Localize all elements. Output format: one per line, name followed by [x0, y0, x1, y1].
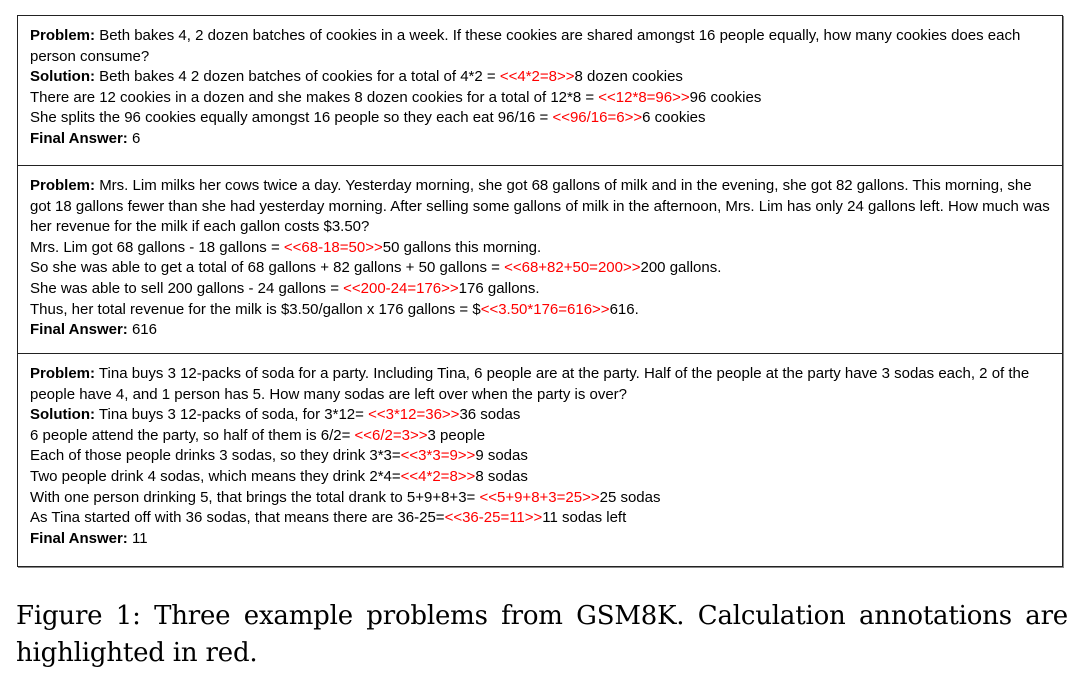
calc-annotation: <<5+9+8+3=25>>: [479, 488, 600, 506]
step-result: 36 sodas: [459, 406, 521, 424]
calc-annotation: <<4*2=8>>: [499, 68, 575, 86]
solution-step: Solution: Beth bakes 4 2 dozen batches o…: [30, 67, 1050, 88]
step-result: 6 cookies: [642, 109, 706, 127]
final-answer-value: 11: [131, 529, 148, 547]
solution-step: She was able to sell 200 gallons - 24 ga…: [30, 279, 1050, 300]
problem-label: Problem:: [30, 365, 96, 382]
step-text: Mrs. Lim got 68 gallons - 18 gallons =: [30, 238, 284, 256]
step-result: 9 sodas: [475, 447, 528, 465]
calc-annotation: <<3*3=9>>: [400, 447, 476, 465]
step-result: 176 gallons.: [458, 279, 540, 297]
calc-annotation: <<36-25=11>>: [444, 509, 543, 527]
step-result: 50 gallons this morning.: [382, 238, 542, 256]
step-text: She was able to sell 200 gallons - 24 ga…: [30, 279, 344, 297]
calc-annotation: <<200-24=176>>: [343, 279, 459, 297]
step-text: She splits the 96 cookies equally amongs…: [30, 109, 553, 127]
step-text: So she was able to get a total of 68 gal…: [30, 259, 505, 277]
problem-text: Beth bakes 4, 2 dozen batches of cookies…: [30, 27, 1021, 65]
final-answer-label: Final Answer:: [30, 529, 128, 547]
example-cookies: Problem: Beth bakes 4, 2 dozen batches o…: [18, 16, 1062, 165]
calc-annotation: <<68-18=50>>: [283, 238, 383, 256]
step-text: As Tina started off with 36 sodas, that …: [30, 509, 445, 527]
final-answer-value: 616: [131, 321, 157, 339]
step-text: Tina buys 3 12-packs of soda, for 3*12=: [98, 406, 369, 424]
figure-examples-box: Problem: Beth bakes 4, 2 dozen batches o…: [17, 15, 1063, 567]
problem-statement: Problem: Beth bakes 4, 2 dozen batches o…: [30, 26, 1050, 67]
example-soda: Problem: Tina buys 3 12-packs of soda fo…: [18, 353, 1062, 566]
solution-step: Each of those people drinks 3 sodas, so …: [30, 446, 1050, 467]
solution-label: Solution:: [30, 68, 95, 86]
solution-step: She splits the 96 cookies equally amongs…: [30, 108, 1050, 129]
solution-step: 6 people attend the party, so half of th…: [30, 426, 1050, 447]
solution-step: Solution: Tina buys 3 12-packs of soda, …: [30, 405, 1050, 426]
calc-annotation: <<3*12=36>>: [368, 406, 460, 424]
step-text: Two people drink 4 sodas, which means th…: [30, 467, 401, 485]
step-text: 6 people attend the party, so half of th…: [30, 426, 355, 444]
solution-step: So she was able to get a total of 68 gal…: [30, 258, 1050, 279]
calc-annotation: <<96/16=6>>: [552, 109, 643, 127]
step-text: There are 12 cookies in a dozen and she …: [30, 88, 599, 106]
calc-annotation: <<4*2=8>>: [400, 467, 476, 485]
step-result: 616.: [609, 300, 639, 318]
step-text: Beth bakes 4 2 dozen batches of cookies …: [99, 68, 500, 86]
problem-text: Mrs. Lim milks her cows twice a day. Yes…: [30, 177, 1050, 236]
step-result: 11 sodas left: [542, 509, 627, 527]
step-result: 200 gallons.: [640, 259, 722, 277]
calc-annotation: <<68+82+50=200>>: [504, 259, 641, 277]
step-result: 96 cookies: [689, 88, 762, 106]
problem-label: Problem:: [30, 177, 96, 194]
solution-label: Solution:: [30, 406, 95, 424]
problem-text: Tina buys 3 12-packs of soda for a party…: [30, 365, 1030, 403]
solution-step: Two people drink 4 sodas, which means th…: [30, 467, 1050, 488]
problem-statement: Problem: Mrs. Lim milks her cows twice a…: [30, 176, 1050, 238]
step-result: 8 sodas: [475, 467, 528, 485]
calc-annotation: <<12*8=96>>: [598, 88, 690, 106]
final-answer-value: 6: [131, 129, 141, 147]
solution-step: With one person drinking 5, that brings …: [30, 488, 1050, 509]
step-text: With one person drinking 5, that brings …: [30, 488, 480, 506]
calc-annotation: <<6/2=3>>: [354, 426, 428, 444]
problem-label: Problem:: [30, 27, 96, 44]
calc-annotation: <<3.50*176=616>>: [480, 300, 610, 318]
solution-step: Thus, her total revenue for the milk is …: [30, 300, 1050, 321]
figure-caption: Figure 1: Three example problems from GS…: [16, 601, 1068, 668]
solution-step: There are 12 cookies in a dozen and she …: [30, 88, 1050, 109]
solution-step: Mrs. Lim got 68 gallons - 18 gallons = <…: [30, 238, 1050, 259]
example-milk: Problem: Mrs. Lim milks her cows twice a…: [18, 165, 1062, 353]
step-text: Each of those people drinks 3 sodas, so …: [30, 447, 401, 465]
final-answer: Final Answer: 11: [30, 529, 1050, 550]
final-answer: Final Answer: 6: [30, 129, 1050, 150]
final-answer-label: Final Answer:: [30, 129, 128, 147]
final-answer: Final Answer: 616: [30, 320, 1050, 341]
problem-statement: Problem: Tina buys 3 12-packs of soda fo…: [30, 364, 1050, 405]
step-result: 8 dozen cookies: [574, 68, 683, 86]
final-answer-label: Final Answer:: [30, 321, 128, 339]
step-text: Thus, her total revenue for the milk is …: [30, 300, 481, 318]
step-result: 3 people: [427, 426, 486, 444]
solution-step: As Tina started off with 36 sodas, that …: [30, 508, 1050, 529]
step-result: 25 sodas: [599, 488, 661, 506]
